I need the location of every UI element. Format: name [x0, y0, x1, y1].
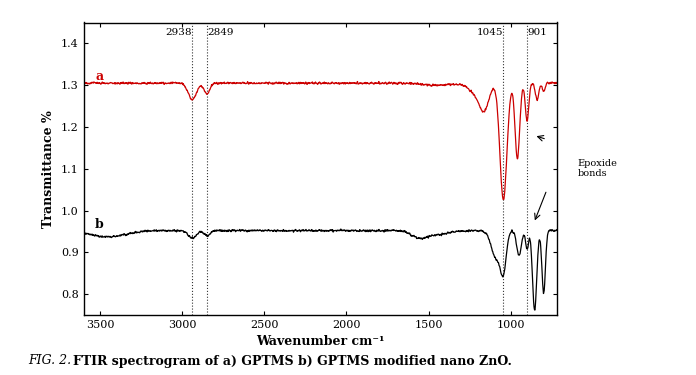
Text: FTIR spectrogram of a) GPTMS b) GPTMS modified nano ZnO.: FTIR spectrogram of a) GPTMS b) GPTMS mo… [73, 354, 512, 368]
Text: 1045: 1045 [477, 28, 503, 37]
Text: 2938: 2938 [166, 28, 192, 37]
Text: Epoxide
bonds: Epoxide bonds [578, 159, 617, 178]
X-axis label: Wavenumber cm⁻¹: Wavenumber cm⁻¹ [256, 335, 384, 348]
Text: a: a [95, 70, 103, 83]
Text: b: b [95, 218, 104, 231]
Text: FIG. 2.: FIG. 2. [28, 354, 75, 368]
Text: 2849: 2849 [207, 28, 233, 37]
Text: 901: 901 [527, 28, 547, 37]
Y-axis label: Transmittance %: Transmittance % [42, 110, 56, 228]
